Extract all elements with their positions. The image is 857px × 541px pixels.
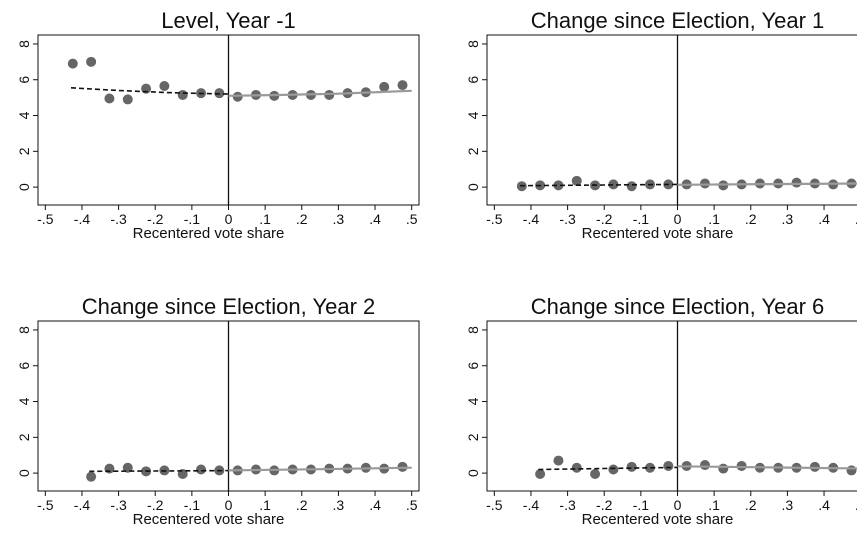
data-point [608,465,618,475]
data-point [86,472,96,482]
x-tick-label: .4 [818,211,830,227]
data-point [572,463,582,473]
y-tick-label: 2 [16,147,32,155]
y-tick-label: 2 [465,147,481,155]
panel-2: Change since Election, Year 1 0 2 4 6 8 -.5 -.4… [465,8,857,242]
data-point [123,94,133,104]
x-tick-label: -.3 [559,497,576,513]
y-tick-label: 2 [16,433,32,441]
data-point [196,465,206,475]
x-tick-label: .4 [369,497,381,513]
y-tick-label: 0 [465,469,481,477]
data-point [627,181,637,191]
x-tick-label: -.5 [37,497,54,513]
data-point [627,462,637,472]
data-point [847,465,857,475]
y-tick-label: 8 [465,40,481,48]
x-axis-label: Recentered vote share [582,225,734,242]
panel-title: Change since Election, Year 6 [531,294,825,319]
x-axis-label: Recentered vote share [133,511,285,528]
x-tick-label: -.4 [523,211,540,227]
x-tick-label: .5 [406,497,418,513]
panel-3: Change since Election, Year 2 0 2 4 6 8 -.5 -.4… [16,294,419,528]
data-point [178,90,188,100]
y-tick-label: 6 [16,76,32,84]
panel-title: Change since Election, Year 1 [531,8,825,33]
x-tick-label: -.5 [486,211,503,227]
data-point [572,176,582,186]
x-tick-label: -.3 [110,211,127,227]
y-tick-label: 4 [16,397,32,405]
x-tick-label: -.3 [110,497,127,513]
y-tick-label: 0 [465,183,481,191]
x-tick-label: -.4 [523,497,540,513]
data-point [535,469,545,479]
x-tick-label: .4 [818,497,830,513]
panel-4: Change since Election, Year 6 0 2 4 6 8 -.5 -.4… [465,294,857,528]
x-tick-label: .2 [296,497,308,513]
panel-title: Level, Year -1 [161,8,296,33]
y-tick-label: 8 [16,40,32,48]
x-tick-label: .2 [745,497,757,513]
y-tick-label: 4 [465,111,481,119]
data-point [663,461,673,471]
data-point [379,82,389,92]
x-tick-label: -.5 [37,211,54,227]
x-tick-label: .2 [296,211,308,227]
x-tick-label: .2 [745,211,757,227]
y-tick-label: 4 [465,397,481,405]
data-point [590,469,600,479]
y-tick-label: 6 [465,362,481,370]
data-point [700,460,710,470]
x-tick-label: -.4 [74,497,91,513]
y-tick-label: 6 [16,362,32,370]
y-tick-label: 6 [465,76,481,84]
y-tick-label: 4 [16,111,32,119]
x-tick-label: .3 [782,211,794,227]
data-point [792,178,802,188]
x-tick-label: .4 [369,211,381,227]
y-tick-label: 0 [16,469,32,477]
data-point [104,94,114,104]
y-tick-label: 2 [465,433,481,441]
x-tick-label: .3 [333,211,345,227]
data-point [86,57,96,67]
y-tick-label: 8 [465,326,481,334]
data-point [104,464,114,474]
data-point [553,456,563,466]
x-axis-label: Recentered vote share [133,225,285,242]
y-tick-label: 8 [16,326,32,334]
x-tick-label: -.4 [74,211,91,227]
data-point [398,80,408,90]
data-point [718,464,728,474]
fit-line-right [678,184,857,185]
x-tick-label: -.5 [486,497,503,513]
x-tick-label: .5 [406,211,418,227]
panel-title: Change since Election, Year 2 [82,294,376,319]
x-tick-label: .3 [782,497,794,513]
data-point [159,81,169,91]
plot-frame [487,35,857,205]
x-tick-label: -.3 [559,211,576,227]
x-axis-label: Recentered vote share [582,511,734,528]
data-point [68,59,78,69]
y-tick-label: 0 [16,183,32,191]
x-tick-label: .3 [333,497,345,513]
